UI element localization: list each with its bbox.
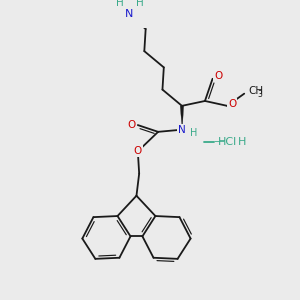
Text: H: H [190, 128, 198, 138]
Text: H: H [136, 0, 143, 8]
Text: —: — [214, 136, 225, 147]
Text: N: N [178, 125, 186, 135]
Text: O: O [228, 100, 236, 110]
Text: O: O [214, 71, 223, 81]
Text: 3: 3 [257, 90, 262, 99]
Polygon shape [180, 106, 184, 130]
Text: H: H [238, 136, 246, 147]
Text: CH: CH [248, 86, 263, 96]
Text: H: H [116, 0, 124, 8]
Text: O: O [134, 146, 142, 156]
Text: N: N [125, 9, 134, 19]
Text: HCl: HCl [218, 136, 237, 147]
Text: O: O [127, 120, 135, 130]
